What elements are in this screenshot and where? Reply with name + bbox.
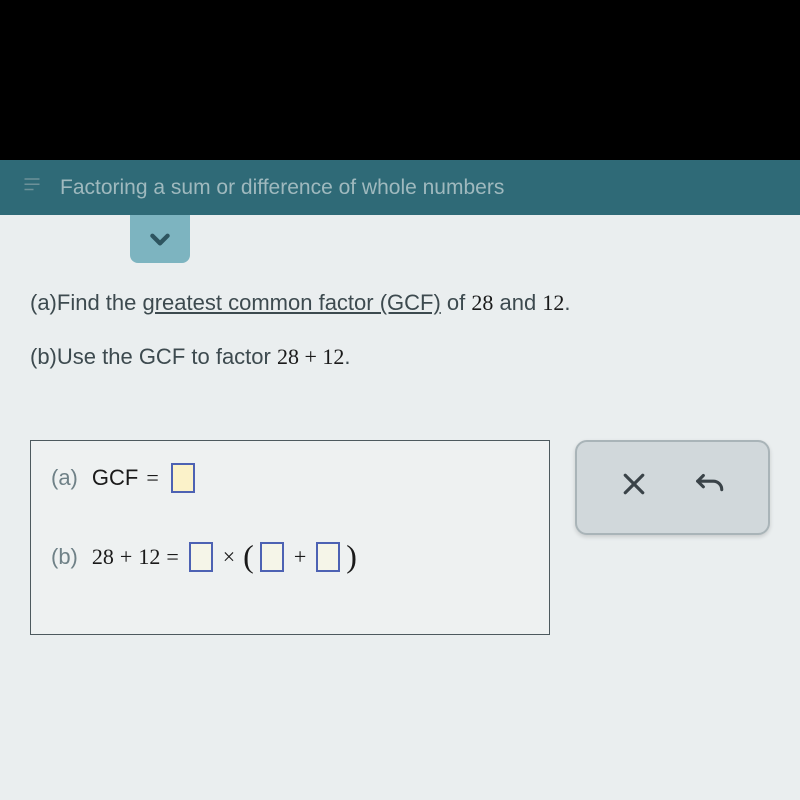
question-b: (b)Use the GCF to factor 28 + 12. <box>30 344 770 370</box>
answer-b-label: (b) <box>51 544 78 570</box>
answer-a-line: (a) GCF = <box>51 463 529 493</box>
menu-icon[interactable] <box>20 176 60 200</box>
factor-input-1[interactable] <box>189 542 213 572</box>
undo-button[interactable] <box>692 467 726 509</box>
tool-panel <box>575 440 770 535</box>
factor-input-2[interactable] <box>260 542 284 572</box>
gcf-link[interactable]: greatest common factor (GCF) <box>143 290 441 315</box>
lesson-header: Factoring a sum or difference of whole n… <box>0 160 800 215</box>
answer-box: (a) GCF = (b) 28 + 12 = × ( <box>30 440 550 635</box>
answer-row: (a) GCF = (b) 28 + 12 = × ( <box>30 440 770 635</box>
chevron-down-icon <box>147 226 173 252</box>
expand-tab[interactable] <box>130 215 190 263</box>
clear-button[interactable] <box>619 469 649 507</box>
x-icon <box>619 469 649 499</box>
part-b-label: (b) <box>30 344 57 369</box>
factor-input-3[interactable] <box>316 542 340 572</box>
content-area: (a)Find the greatest common factor (GCF)… <box>0 215 800 800</box>
part-a-label: (a) <box>30 290 57 315</box>
gcf-input[interactable] <box>171 463 195 493</box>
black-letterbox-top <box>0 0 800 160</box>
answer-a-label: (a) <box>51 465 78 491</box>
question-a: (a)Find the greatest common factor (GCF)… <box>30 290 770 316</box>
answer-b-line: (b) 28 + 12 = × ( + ) <box>51 538 529 575</box>
undo-icon <box>692 467 726 501</box>
lesson-title: Factoring a sum or difference of whole n… <box>60 176 504 200</box>
